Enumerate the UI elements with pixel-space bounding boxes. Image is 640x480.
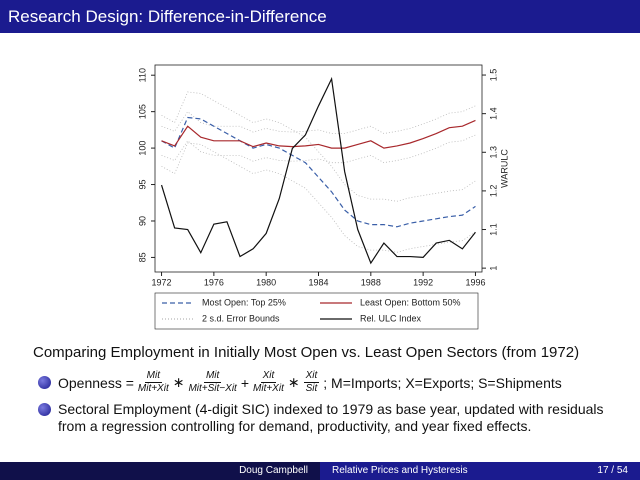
fraction: Xit Sit bbox=[303, 370, 320, 395]
plot-frame bbox=[154, 64, 483, 273]
chart: 1972 1976 1980 1984 1988 1992 1996 85 90 95 100 105… bbox=[137, 64, 509, 330]
x-tick-label: 1988 bbox=[361, 277, 381, 287]
footer-talk: Relative Prices and Hysteresis bbox=[332, 465, 468, 476]
y2-tick-label: 1.4 bbox=[488, 107, 498, 120]
y2-tick-label: 1.1 bbox=[488, 223, 498, 236]
den: Mit+Sit−Xit bbox=[188, 383, 237, 394]
y-tick-label: 95 bbox=[137, 180, 147, 190]
footer-right: Relative Prices and Hysteresis 17 / 54 bbox=[320, 462, 640, 480]
error-bound bbox=[161, 105, 476, 134]
legend-label: Most Open: Top 25% bbox=[202, 297, 286, 307]
x-tick-label: 1972 bbox=[152, 277, 172, 287]
footer-page: 17 / 54 bbox=[597, 465, 628, 476]
y-tick-label: 105 bbox=[137, 104, 147, 119]
heading: Comparing Employment in Initially Most O… bbox=[33, 344, 580, 361]
op: ∗ bbox=[287, 374, 300, 390]
x-tick-label: 1996 bbox=[465, 277, 485, 287]
num: Xit bbox=[260, 370, 277, 383]
bullet-icon bbox=[38, 403, 51, 416]
legend-box bbox=[154, 292, 479, 330]
y-tick-label: 85 bbox=[137, 252, 147, 262]
y-tick-label: 110 bbox=[137, 68, 147, 82]
series-line bbox=[160, 76, 476, 265]
num: Mit bbox=[144, 370, 162, 383]
fraction: Mit Mit+Sit−Xit bbox=[188, 370, 236, 395]
op: + bbox=[240, 374, 250, 391]
y2-tick-label: 1 bbox=[488, 266, 498, 271]
bullet: Sectoral Employment (4-digit SIC) indexe… bbox=[58, 401, 604, 434]
error-bound bbox=[161, 91, 476, 202]
legend-label: 2 s.d. Error Bounds bbox=[202, 313, 280, 323]
den: Mit+Xit bbox=[137, 383, 169, 394]
text: Openness = bbox=[58, 374, 134, 391]
y-tick-label: 100 bbox=[137, 141, 147, 156]
series-line bbox=[161, 116, 476, 228]
fraction: Xit Mit+Xit bbox=[253, 370, 284, 395]
legend-label: Least Open: Bottom 50% bbox=[360, 297, 461, 307]
slide-title: Research Design: Difference-in-Differenc… bbox=[0, 0, 640, 33]
den: Mit+Xit bbox=[253, 383, 284, 394]
footer: Doug Campbell Relative Prices and Hyster… bbox=[0, 462, 640, 480]
x-tick-label: 1992 bbox=[413, 277, 433, 287]
footer-author: Doug Campbell bbox=[0, 462, 320, 480]
x-tick-label: 1980 bbox=[256, 277, 276, 287]
y2-tick-label: 1.3 bbox=[488, 146, 498, 159]
y-tick-label: 90 bbox=[137, 216, 147, 226]
op: ∗ bbox=[172, 374, 185, 390]
y2-axis-label: WARULC bbox=[499, 149, 509, 188]
x-tick-label: 1984 bbox=[308, 277, 328, 287]
num: Mit bbox=[203, 370, 222, 383]
legend-label: Rel. ULC Index bbox=[360, 313, 422, 323]
bullet-icon bbox=[38, 376, 51, 389]
num: Xit bbox=[303, 370, 320, 383]
x-tick-label: 1976 bbox=[204, 277, 224, 287]
error-bound bbox=[161, 142, 476, 253]
y2-tick-label: 1.5 bbox=[488, 69, 498, 82]
y2-tick-label: 1.2 bbox=[488, 185, 498, 198]
text: ; M=Imports; X=Exports; S=Shipments bbox=[323, 374, 562, 391]
series-line bbox=[161, 119, 476, 149]
bullet: Openness = Mit Mit+Xit ∗ Mit Mit+Sit−Xit +… bbox=[58, 370, 562, 395]
den: Sit bbox=[305, 383, 318, 394]
fraction: Mit Mit+Xit bbox=[138, 370, 169, 395]
